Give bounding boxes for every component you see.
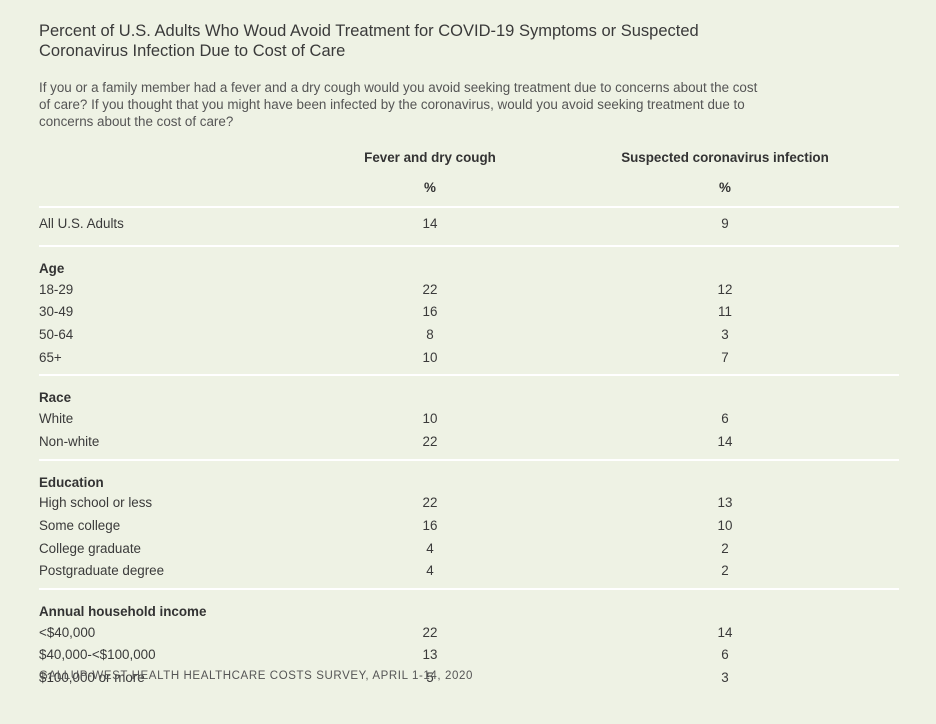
value-suspected: 6 bbox=[721, 411, 729, 427]
group-header-row: Education bbox=[39, 460, 899, 492]
data-table: Fever and dry cough Suspected coronaviru… bbox=[39, 150, 899, 689]
value-fever: 13 bbox=[422, 647, 438, 663]
value-fever: 5 bbox=[426, 669, 434, 685]
group-header-row: Annual household income bbox=[39, 589, 899, 621]
source-footer: GALLUP-WEST HEALTH HEALTHCARE COSTS SURV… bbox=[39, 670, 473, 682]
table-row: Non-white 22 14 bbox=[39, 430, 899, 453]
value-fever: 16 bbox=[422, 517, 438, 533]
column-header-fever: Fever and dry cough bbox=[364, 150, 496, 165]
overall-row: All U.S. Adults 14 9 bbox=[39, 207, 899, 239]
chart-subtitle: If you or a family member had a fever an… bbox=[39, 80, 758, 129]
table-row: 30-49 16 11 bbox=[39, 301, 899, 324]
value-fever: 4 bbox=[426, 563, 434, 579]
value-suspected: 3 bbox=[721, 669, 729, 685]
row-label: All U.S. Adults bbox=[39, 216, 124, 231]
group-heading: Annual household income bbox=[39, 603, 207, 619]
table-row: White 10 6 bbox=[39, 407, 899, 430]
unit-row: % % bbox=[39, 168, 899, 208]
value-fever: 16 bbox=[422, 304, 438, 320]
value-fever: 10 bbox=[422, 411, 438, 427]
value-fever: 4 bbox=[426, 540, 434, 556]
value-suspected: 7 bbox=[721, 349, 729, 365]
value-suspected: 6 bbox=[721, 647, 729, 663]
table-row: High school or less 22 13 bbox=[39, 492, 899, 515]
table-body: All U.S. Adults 14 9 Age 18-29 22 12 30-49 16… bbox=[39, 207, 899, 689]
value-suspected: 10 bbox=[717, 517, 733, 533]
row-label: White bbox=[39, 411, 74, 427]
table-row: 50-64 8 3 bbox=[39, 323, 899, 346]
value-suspected: 13 bbox=[717, 495, 733, 511]
value-suspected: 9 bbox=[721, 216, 729, 231]
value-fever: 22 bbox=[422, 624, 438, 640]
row-label: $100,000 or more bbox=[39, 669, 145, 685]
value-suspected: 12 bbox=[717, 281, 733, 297]
row-label: $40,000-<$100,000 bbox=[39, 647, 156, 663]
value-fever: 22 bbox=[422, 495, 438, 511]
label-column-header bbox=[39, 150, 270, 168]
table-row: Postgraduate degree 4 2 bbox=[39, 559, 899, 582]
table-row: Some college 16 10 bbox=[39, 514, 899, 537]
group-header-row: Race bbox=[39, 375, 899, 407]
row-label: College graduate bbox=[39, 540, 141, 556]
column-header-suspected: Suspected coronavirus infection bbox=[621, 150, 829, 165]
table-row: 65+ 10 7 bbox=[39, 346, 899, 369]
unit-suspected: % bbox=[590, 168, 860, 208]
value-suspected: 11 bbox=[718, 304, 732, 320]
value-fever: 22 bbox=[422, 281, 438, 297]
table-row: $100,000 or more 5 3 bbox=[39, 666, 899, 689]
value-suspected: 2 bbox=[721, 540, 729, 556]
value-fever: 14 bbox=[422, 216, 438, 231]
group-heading: Education bbox=[39, 474, 104, 490]
value-fever: 8 bbox=[426, 326, 434, 342]
row-label: Non-white bbox=[39, 433, 100, 449]
value-suspected: 2 bbox=[721, 563, 729, 579]
table-row: <$40,000 22 14 bbox=[39, 621, 899, 644]
value-suspected: 14 bbox=[717, 624, 733, 640]
row-label: Postgraduate degree bbox=[39, 563, 165, 579]
chart-title: Percent of U.S. Adults Who Woud Avoid Tr… bbox=[39, 22, 699, 60]
value-fever: 10 bbox=[422, 349, 438, 365]
group-heading: Age bbox=[39, 261, 65, 276]
row-label: 30-49 bbox=[39, 304, 74, 320]
row-label: High school or less bbox=[39, 495, 153, 511]
value-fever: 22 bbox=[422, 433, 438, 449]
row-label: 18-29 bbox=[39, 281, 74, 297]
table-row: College graduate 4 2 bbox=[39, 537, 899, 560]
row-label: <$40,000 bbox=[39, 624, 96, 640]
value-suspected: 14 bbox=[717, 433, 733, 449]
column-header-row: Fever and dry cough Suspected coronaviru… bbox=[39, 150, 899, 168]
group-header-row: Age bbox=[39, 246, 899, 278]
unit-fever: % bbox=[270, 168, 590, 208]
value-suspected: 3 bbox=[721, 326, 729, 342]
row-label: 50-64 bbox=[39, 326, 74, 342]
row-label: 65+ bbox=[39, 349, 62, 365]
row-label: Some college bbox=[39, 517, 121, 533]
table-row: 18-29 22 12 bbox=[39, 278, 899, 301]
table-row: $40,000-<$100,000 13 6 bbox=[39, 644, 899, 667]
group-heading: Race bbox=[39, 390, 72, 406]
